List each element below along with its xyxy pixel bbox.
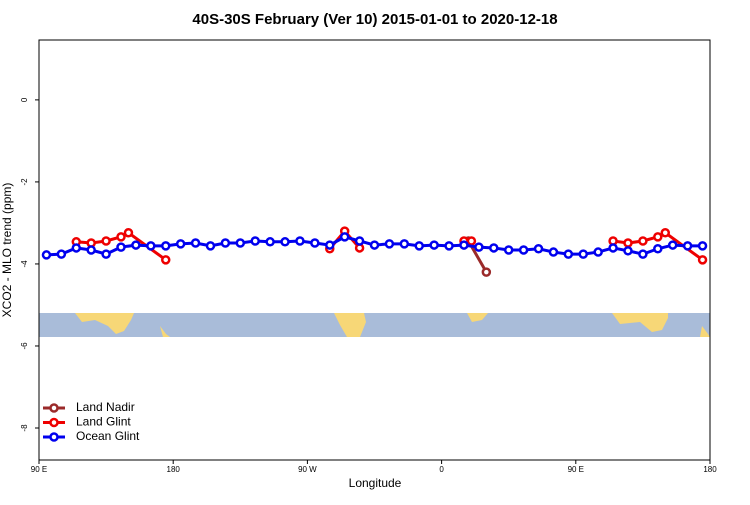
point — [280, 237, 290, 247]
point — [563, 249, 574, 259]
point — [101, 249, 111, 259]
point — [310, 238, 320, 248]
point — [205, 241, 216, 251]
point — [653, 232, 663, 242]
point — [481, 267, 492, 277]
legend-marker — [49, 403, 59, 413]
legend-label: Land Nadir — [76, 400, 135, 414]
point — [339, 232, 350, 242]
point — [503, 245, 514, 255]
y-tick-label: -8 — [20, 424, 29, 432]
point — [354, 236, 365, 246]
point — [131, 240, 141, 250]
plot-frame — [38, 39, 711, 461]
map-strip — [39, 313, 710, 337]
point — [123, 228, 134, 238]
point — [548, 247, 559, 257]
point — [682, 241, 693, 251]
legend-label: Ocean Glint — [76, 429, 140, 443]
x-tick-label: 0 — [439, 465, 444, 474]
point — [175, 239, 186, 249]
x-axis-label: Longitude — [349, 476, 402, 490]
point — [325, 240, 335, 250]
point — [71, 243, 82, 253]
legend-marker — [49, 432, 59, 442]
point — [265, 237, 275, 247]
point — [697, 241, 708, 251]
point — [41, 250, 52, 260]
point — [160, 255, 171, 265]
y-tick-label: -2 — [20, 178, 29, 186]
point — [399, 239, 410, 249]
point — [638, 236, 648, 246]
point — [608, 243, 618, 253]
x-tick-label: 180 — [703, 465, 717, 474]
point — [116, 232, 126, 242]
point — [623, 246, 633, 256]
x-tick-label: 90 E — [31, 465, 47, 474]
point — [459, 240, 469, 250]
point — [489, 243, 499, 253]
point — [660, 228, 671, 238]
point — [56, 249, 67, 259]
x-tick-label: 90 W — [298, 465, 317, 474]
point — [593, 247, 603, 257]
point — [429, 240, 439, 250]
point — [86, 245, 96, 255]
point — [146, 241, 156, 251]
point — [697, 255, 708, 265]
point — [369, 240, 380, 250]
y-tick-label: -6 — [20, 342, 29, 350]
point — [474, 242, 484, 252]
point — [235, 238, 246, 248]
chart-title: 40S-30S February (Ver 10) 2015-01-01 to … — [192, 11, 557, 28]
point — [250, 236, 260, 246]
point — [160, 241, 171, 251]
y-tick-label: 0 — [20, 97, 29, 102]
point — [667, 240, 678, 250]
point — [101, 236, 111, 246]
point — [295, 236, 305, 246]
point — [518, 245, 529, 255]
point — [384, 239, 395, 249]
x-tick-label: 90 E — [568, 465, 584, 474]
point — [578, 249, 589, 259]
point — [466, 236, 477, 246]
point — [444, 241, 454, 251]
point — [533, 244, 544, 254]
point — [638, 249, 648, 259]
point — [190, 238, 201, 248]
x-tick-label: 180 — [167, 465, 181, 474]
legend-marker — [49, 417, 59, 428]
y-tick-label: -4 — [20, 260, 29, 268]
legend-label: Land Glint — [76, 415, 131, 429]
point — [116, 242, 126, 252]
point — [623, 238, 633, 248]
point — [220, 238, 231, 248]
y-axis-label: XCO2 - MLO trend (ppm) — [0, 183, 14, 318]
point — [414, 241, 424, 251]
point — [653, 244, 663, 254]
